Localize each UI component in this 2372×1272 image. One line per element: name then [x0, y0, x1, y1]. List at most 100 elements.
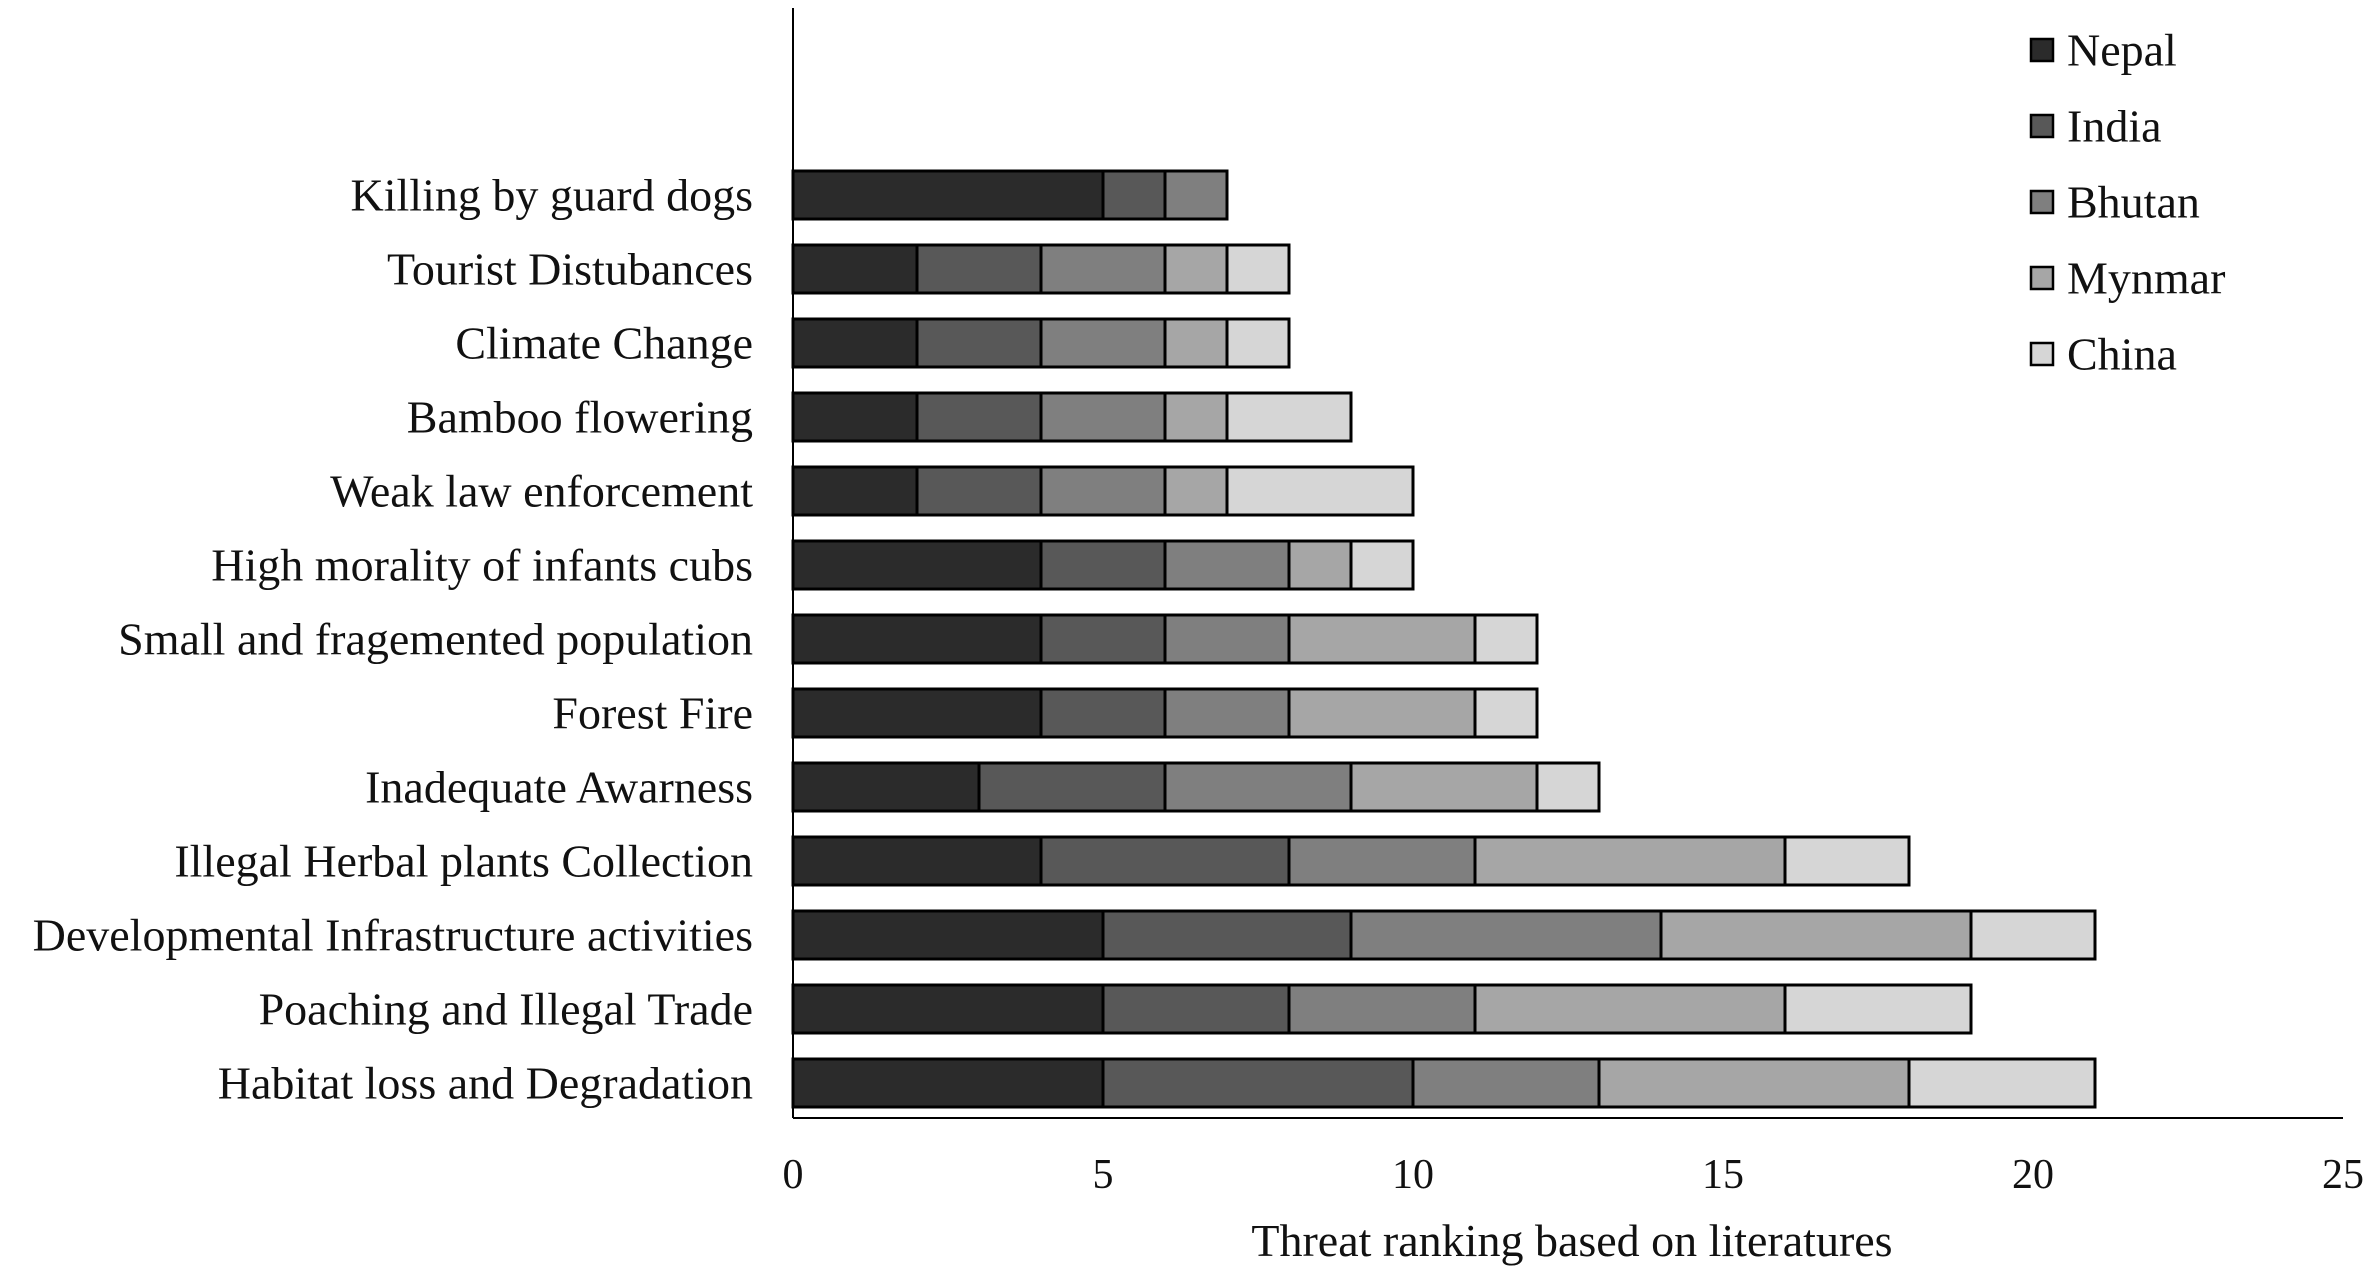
bar-segment-nepal-forest-fire: [791, 687, 1043, 739]
bar-segment-nepal-climate-change: [791, 317, 919, 369]
bar-segment-china-bamboo-flowering: [1225, 391, 1353, 443]
legend-swatch-india: [2029, 113, 2055, 139]
bar-segment-mynmar-weak-law-enforcement: [1163, 465, 1229, 517]
category-label: Inadequate Awarness: [365, 762, 753, 813]
category-label: Habitat loss and Degradation: [218, 1058, 753, 1109]
x-tick-label: 5: [1093, 1152, 1114, 1198]
x-tick-label: 10: [1392, 1152, 1434, 1198]
category-label: Tourist Distubances: [387, 244, 753, 295]
x-axis-title: Threat ranking based on literatures: [1251, 1215, 1892, 1266]
bar-segment-india-developmental-infrastructure-activities: [1101, 909, 1353, 961]
bar-segment-india-habitat-loss-and-degradation: [1101, 1057, 1415, 1109]
legend-swatch-nepal: [2029, 37, 2055, 63]
bar-segment-india-bamboo-flowering: [915, 391, 1043, 443]
bar-segment-india-high-morality-of-infants-cubs: [1039, 539, 1167, 591]
axes-layer: [792, 8, 2343, 1119]
bar-segment-mynmar-developmental-infrastructure-activities: [1659, 909, 1973, 961]
legend-swatch-mynmar: [2029, 265, 2055, 291]
bar-segment-bhutan-habitat-loss-and-degradation: [1411, 1057, 1601, 1109]
legend-label-bhutan: Bhutan: [2067, 177, 2200, 228]
bar-segment-nepal-killing-by-guard-dogs: [791, 169, 1105, 221]
bar-segment-china-illegal-herbal-plants-collection: [1783, 835, 1911, 887]
legend-swatch-china: [2029, 341, 2055, 367]
bar-segment-china-small-and-fragemented-population: [1473, 613, 1539, 665]
x-tick-label: 15: [1702, 1152, 1744, 1198]
bar-segment-nepal-bamboo-flowering: [791, 391, 919, 443]
bar-segment-bhutan-bamboo-flowering: [1039, 391, 1167, 443]
bar-segment-mynmar-small-and-fragemented-population: [1287, 613, 1477, 665]
bar-segment-china-weak-law-enforcement: [1225, 465, 1415, 517]
bar-segment-bhutan-weak-law-enforcement: [1039, 465, 1167, 517]
bar-segment-china-high-morality-of-infants-cubs: [1349, 539, 1415, 591]
legend-label-china: China: [2067, 329, 2177, 380]
bar-segment-mynmar-inadequate-awarness: [1349, 761, 1539, 813]
bar-segment-bhutan-poaching-and-illegal-trade: [1287, 983, 1477, 1035]
bar-segment-china-forest-fire: [1473, 687, 1539, 739]
bar-segment-bhutan-tourist-distubances: [1039, 243, 1167, 295]
bar-segment-bhutan-inadequate-awarness: [1163, 761, 1353, 813]
bar-segment-bhutan-killing-by-guard-dogs: [1163, 169, 1229, 221]
legend-label-india: India: [2067, 101, 2162, 152]
bar-segment-india-killing-by-guard-dogs: [1101, 169, 1167, 221]
bar-segment-bhutan-forest-fire: [1163, 687, 1291, 739]
bar-segment-mynmar-high-morality-of-infants-cubs: [1287, 539, 1353, 591]
legend-label-mynmar: Mynmar: [2067, 253, 2225, 304]
bar-segment-nepal-small-and-fragemented-population: [791, 613, 1043, 665]
bar-segment-mynmar-bamboo-flowering: [1163, 391, 1229, 443]
bar-segment-india-climate-change: [915, 317, 1043, 369]
bar-segment-india-small-and-fragemented-population: [1039, 613, 1167, 665]
bar-segment-india-poaching-and-illegal-trade: [1101, 983, 1291, 1035]
legend-swatch-bhutan: [2029, 189, 2055, 215]
category-label: Illegal Herbal plants Collection: [174, 836, 753, 887]
bar-segment-india-inadequate-awarness: [977, 761, 1167, 813]
bar-segment-bhutan-developmental-infrastructure-activities: [1349, 909, 1663, 961]
bar-segment-mynmar-climate-change: [1163, 317, 1229, 369]
x-tick-label: 0: [783, 1152, 804, 1198]
category-label: Forest Fire: [552, 688, 753, 739]
category-label: Developmental Infrastructure activities: [33, 910, 753, 961]
bar-segment-mynmar-poaching-and-illegal-trade: [1473, 983, 1787, 1035]
category-label: Climate Change: [455, 318, 753, 369]
category-label: High morality of infants cubs: [211, 540, 753, 591]
bar-segment-bhutan-climate-change: [1039, 317, 1167, 369]
x-axis-ticks: 0 5 10 15 20 25: [783, 1152, 2365, 1198]
bar-segment-china-tourist-distubances: [1225, 243, 1291, 295]
bar-segment-nepal-habitat-loss-and-degradation: [791, 1057, 1105, 1109]
category-label: Killing by guard dogs: [351, 170, 753, 221]
bar-segment-nepal-poaching-and-illegal-trade: [791, 983, 1105, 1035]
bar-segment-china-poaching-and-illegal-trade: [1783, 983, 1973, 1035]
bar-segment-nepal-tourist-distubances: [791, 243, 919, 295]
bar-segment-nepal-high-morality-of-infants-cubs: [791, 539, 1043, 591]
bar-segment-bhutan-illegal-herbal-plants-collection: [1287, 835, 1477, 887]
category-label: Poaching and Illegal Trade: [259, 984, 753, 1035]
bar-segment-mynmar-forest-fire: [1287, 687, 1477, 739]
bar-segment-nepal-developmental-infrastructure-activities: [791, 909, 1105, 961]
bar-segment-mynmar-illegal-herbal-plants-collection: [1473, 835, 1787, 887]
bar-segment-china-developmental-infrastructure-activities: [1969, 909, 2097, 961]
bar-segment-india-tourist-distubances: [915, 243, 1043, 295]
bar-segment-mynmar-tourist-distubances: [1163, 243, 1229, 295]
bar-segment-india-forest-fire: [1039, 687, 1167, 739]
bar-segment-india-weak-law-enforcement: [915, 465, 1043, 517]
x-tick-label: 25: [2322, 1152, 2364, 1198]
bar-segment-china-habitat-loss-and-degradation: [1907, 1057, 2097, 1109]
category-label: Small and fragemented population: [118, 614, 753, 665]
category-label: Bamboo flowering: [407, 392, 753, 443]
bar-segment-nepal-illegal-herbal-plants-collection: [791, 835, 1043, 887]
bar-segment-bhutan-small-and-fragemented-population: [1163, 613, 1291, 665]
bar-segment-nepal-weak-law-enforcement: [791, 465, 919, 517]
bar-segment-china-climate-change: [1225, 317, 1291, 369]
bar-segment-mynmar-habitat-loss-and-degradation: [1597, 1057, 1911, 1109]
bar-segment-nepal-inadequate-awarness: [791, 761, 981, 813]
bar-segment-india-illegal-herbal-plants-collection: [1039, 835, 1291, 887]
legend-label-nepal: Nepal: [2067, 25, 2177, 76]
legend: Nepal India Bhutan Mynmar China: [2029, 25, 2225, 380]
category-labels: Killing by guard dogs Tourist Distubances…: [33, 170, 754, 1109]
category-label: Weak law enforcement: [330, 466, 753, 517]
bar-segment-bhutan-high-morality-of-infants-cubs: [1163, 539, 1291, 591]
bars-layer: [791, 169, 2097, 1109]
x-tick-label: 20: [2012, 1152, 2054, 1198]
bar-segment-china-inadequate-awarness: [1535, 761, 1601, 813]
